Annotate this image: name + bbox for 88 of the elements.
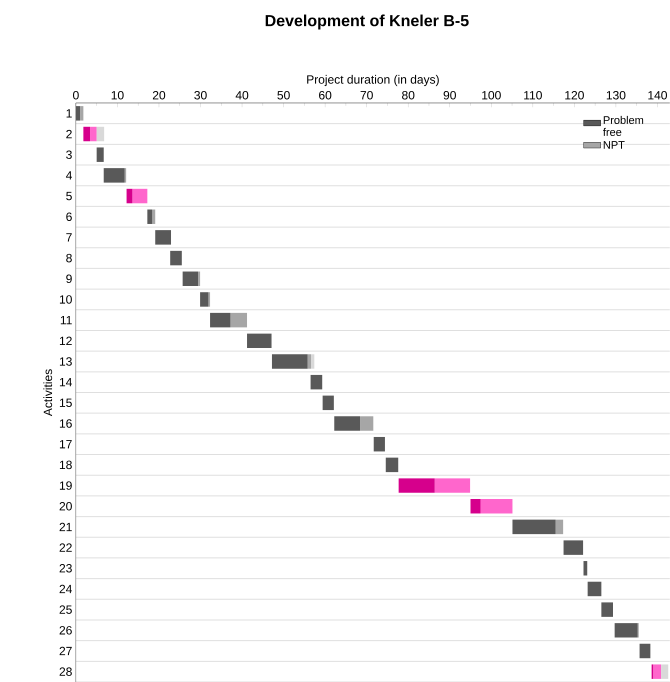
bar: [601, 602, 614, 617]
y-tick-label: 27: [60, 646, 72, 656]
x-tick-label: 110: [524, 90, 542, 100]
y-tick-label: 3: [66, 150, 72, 159]
x-tick-label: 0: [73, 90, 79, 100]
bar: [170, 250, 182, 266]
bar: [104, 168, 125, 183]
bar: [272, 354, 308, 369]
bar: [200, 292, 208, 307]
x-axis-title: Project duration (in days): [307, 74, 439, 86]
x-tick-label: 20: [152, 90, 166, 100]
y-tick-label: 24: [60, 584, 72, 594]
bar: [512, 520, 556, 534]
x-tick-label: 100: [482, 90, 501, 100]
y-tick-label: 11: [60, 316, 72, 324]
bar: [640, 644, 650, 658]
y-tick-label: 28: [60, 667, 72, 676]
x-tick-label: 40: [236, 90, 248, 100]
bar: [126, 188, 132, 204]
y-tick-label: 16: [60, 419, 72, 428]
bar: [398, 478, 435, 493]
y-tick-label: 19: [60, 481, 72, 490]
bar: [155, 230, 172, 245]
y-tick-label: 7: [66, 233, 72, 242]
y-tick-label: 26: [60, 626, 72, 635]
bar: [584, 561, 588, 576]
y-tick-label: 5: [66, 192, 72, 200]
x-tick-label: 80: [402, 90, 414, 100]
bar: [90, 126, 97, 142]
y-tick-label: 22: [60, 543, 72, 552]
y-tick-label: 17: [60, 440, 72, 448]
x-tick-label: 30: [194, 90, 207, 100]
x-tick-label: 140: [648, 90, 668, 100]
bar: [310, 374, 322, 390]
bar: [588, 582, 602, 596]
bar: [83, 126, 90, 142]
bar: [132, 188, 148, 204]
y-tick-label: 4: [66, 171, 72, 180]
y-tick-label: 18: [60, 460, 72, 470]
x-tick-label: 60: [319, 90, 332, 100]
bar: [386, 458, 398, 472]
bar: [230, 312, 248, 328]
bar: [556, 520, 564, 534]
bar: [247, 334, 272, 348]
bar: [80, 106, 84, 121]
y-tick-label: 23: [60, 564, 72, 573]
bar: [653, 664, 662, 679]
bar: [374, 436, 385, 452]
bar: [564, 540, 584, 555]
x-tick-label: 10: [112, 90, 124, 100]
bar: [434, 478, 470, 493]
y-axis-title: Activities: [43, 369, 52, 416]
y-tick-label: 14: [60, 378, 72, 386]
y-tick-label: 10: [60, 295, 72, 304]
x-tick-label: 90: [444, 90, 456, 100]
y-tick-label: 25: [60, 605, 72, 614]
bar: [147, 209, 152, 224]
bar: [210, 312, 230, 328]
x-tick-label: 70: [360, 90, 373, 100]
bar: [76, 106, 80, 121]
legend-label: Problem free: [603, 116, 644, 136]
bar: [96, 126, 104, 142]
x-tick-label: 120: [565, 90, 584, 100]
bar: [308, 354, 312, 369]
legend-label: NPT: [604, 141, 625, 149]
y-tick-label: 21: [60, 522, 72, 532]
bar: [470, 499, 481, 514]
y-tick-label: 15: [60, 398, 72, 408]
y-tick-label: 12: [60, 336, 72, 345]
bar: [480, 499, 513, 514]
bar: [334, 416, 360, 431]
bar: [311, 354, 314, 369]
bar: [322, 396, 334, 410]
bar: [360, 416, 374, 431]
y-tick-label: 6: [66, 212, 72, 221]
y-tick-label: 20: [60, 502, 72, 510]
y-tick-label: 8: [66, 254, 72, 262]
x-tick-label: 50: [277, 90, 290, 100]
y-tick-label: 1: [66, 109, 72, 118]
x-tick-label: 130: [606, 90, 626, 100]
y-tick-label: 2: [66, 130, 72, 138]
bar: [614, 623, 638, 638]
y-tick-label: 9: [66, 274, 72, 284]
bar: [96, 147, 104, 162]
bar: [661, 664, 668, 679]
chart-title: Development of Kneler B-5: [266, 14, 469, 30]
y-tick-label: 13: [60, 357, 72, 366]
bar: [182, 272, 198, 286]
